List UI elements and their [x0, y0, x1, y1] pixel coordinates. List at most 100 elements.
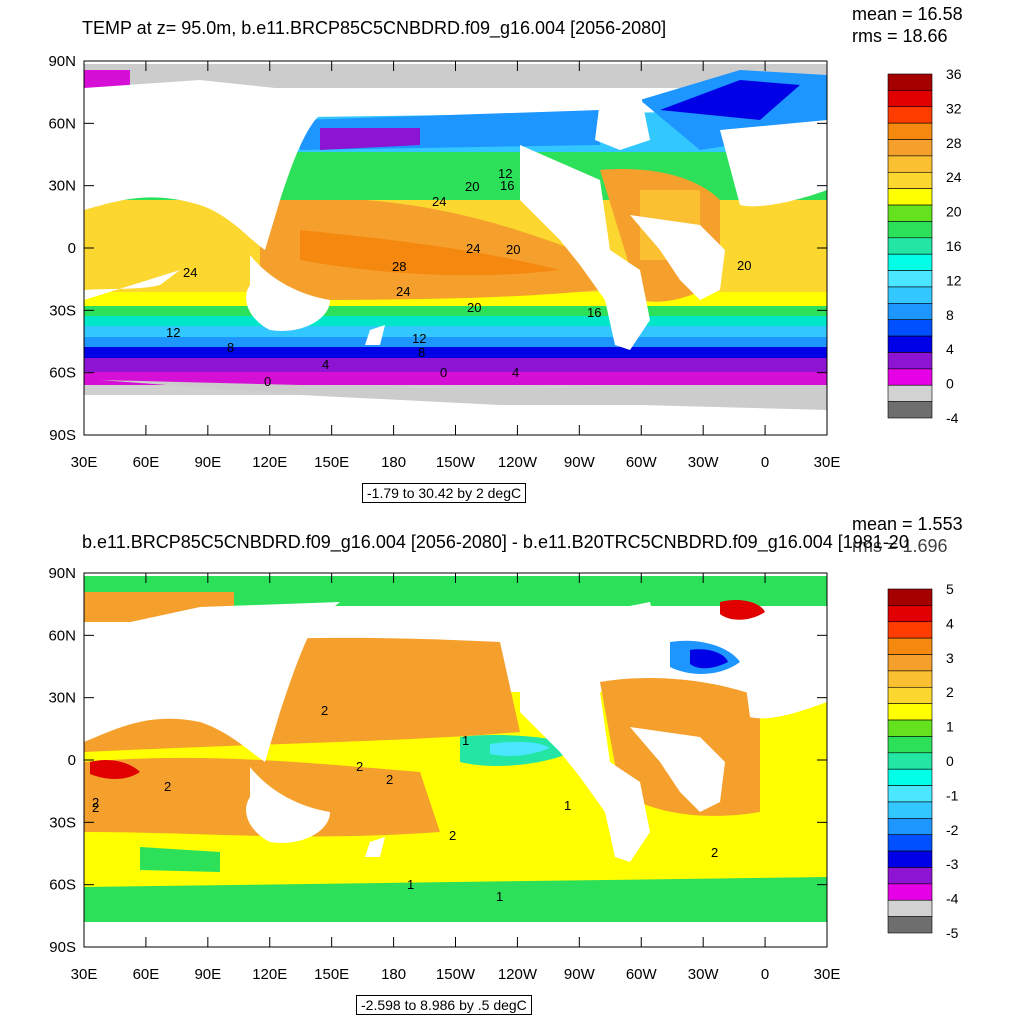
rms-stat: rms = 18.66: [852, 26, 948, 46]
lon-tick-label: 90E: [194, 966, 221, 983]
contour-label: 20: [465, 179, 479, 194]
contour-label: 2: [386, 772, 393, 787]
colorbar-swatch: [887, 883, 933, 901]
panel-temperature: TEMP at z= 95.0m, b.e11.BRCP85C5CNBDRD.f…: [48, 4, 963, 503]
contour-labels: 2 2 2 1 2 2 1 2 2 2 1 1: [92, 703, 718, 904]
colorbar-label: -2: [946, 822, 959, 838]
lon-tick-label: 120W: [498, 454, 538, 471]
lon-tick-label: 30E: [71, 454, 98, 471]
colorbar-swatch: [887, 90, 933, 108]
colorbar-swatch: [887, 352, 933, 370]
colorbar-swatch: [887, 188, 933, 206]
map-field: [84, 61, 827, 435]
lat-tick-label: 90N: [48, 565, 76, 582]
contour-label: 24: [432, 194, 446, 209]
lon-tick-label: 90E: [194, 454, 221, 471]
lon-tick-label: 60W: [626, 966, 658, 983]
lat-axis-labels: 90N 60N 30N 0 30S 60S 90S: [48, 565, 76, 956]
colorbar: 36 32 28 24 20 16 12 8 4 0 -4: [887, 66, 962, 426]
contour-label: 24: [396, 284, 410, 299]
colorbar-swatch: [887, 752, 933, 770]
colorbar-label: -1: [946, 787, 959, 803]
colorbar-label: 2: [946, 684, 954, 700]
colorbar-swatch: [887, 621, 933, 639]
contour-label: 2: [711, 845, 718, 860]
colorbar-swatch: [887, 801, 933, 819]
panel-title: TEMP at z= 95.0m, b.e11.BRCP85C5CNBDRD.f…: [82, 18, 667, 38]
contour-range-box: -2.598 to 8.986 by .5 degC: [356, 995, 532, 1015]
contour-label: 2: [92, 800, 99, 815]
lon-tick-label: 60E: [133, 966, 160, 983]
contour-label: 20: [467, 300, 481, 315]
colorbar-swatch: [887, 401, 933, 419]
colorbar-label: 28: [946, 135, 962, 151]
colorbar-swatch: [887, 818, 933, 836]
colorbar-label: 5: [946, 581, 954, 597]
lon-tick-label: 150W: [436, 454, 476, 471]
colorbar-swatch: [887, 916, 933, 934]
contour-label: 24: [183, 265, 197, 280]
lon-tick-label: 150E: [314, 966, 349, 983]
colorbar-swatch: [887, 204, 933, 222]
contour-label: 8: [418, 345, 425, 360]
colorbar-swatch: [887, 303, 933, 321]
lat-tick-label: 60S: [49, 877, 76, 894]
contour-label: 1: [496, 889, 503, 904]
contour-label: 16: [500, 178, 514, 193]
colorbar-swatch: [887, 785, 933, 803]
colorbar-label: 36: [946, 66, 962, 82]
colorbar-swatch: [887, 736, 933, 754]
lon-ticks: [83, 573, 828, 947]
contour-label: 28: [392, 259, 406, 274]
colorbar-swatch: [887, 319, 933, 337]
colorbar-swatch: [887, 368, 933, 386]
contour-label: 20: [737, 258, 751, 273]
panel-title: b.e11.BRCP85C5CNBDRD.f09_g16.004 [2056-2…: [82, 532, 909, 552]
colorbar-swatch: [887, 253, 933, 271]
colorbar-label: 32: [946, 100, 962, 116]
colorbar-swatch: [887, 834, 933, 852]
colorbar-label: 16: [946, 238, 962, 254]
contour-label: 2: [92, 795, 99, 810]
contour-label: 2: [321, 703, 328, 718]
colorbar-swatch: [887, 270, 933, 288]
colorbar-label: -4: [946, 891, 959, 907]
colorbar-swatch: [887, 686, 933, 704]
lon-tick-label: 120E: [252, 966, 287, 983]
lat-tick-label: 90S: [49, 939, 76, 956]
contour-label: 12: [412, 331, 426, 346]
contour-label: 8: [227, 340, 234, 355]
lon-tick-label: 0: [761, 966, 769, 983]
contour-label: 1: [462, 733, 469, 748]
lat-tick-label: 90S: [49, 427, 76, 444]
lon-ticks: [83, 61, 828, 435]
colorbar-swatch: [887, 719, 933, 737]
lat-ticks: [84, 60, 827, 436]
colorbar-swatch: [887, 221, 933, 239]
colorbar: 5 4 3 2 1 0 -1 -2 -3 -4 -5: [887, 581, 959, 941]
contour-label: 4: [322, 357, 329, 372]
colorbar-label: 20: [946, 204, 962, 220]
colorbar-swatch: [887, 670, 933, 688]
lon-tick-label: 30W: [688, 966, 720, 983]
mean-stat: mean = 16.58: [852, 4, 963, 24]
colorbar-swatch: [887, 605, 933, 623]
rms-stat: rms = 1.696: [852, 536, 948, 556]
colorbar-label: -4: [946, 410, 959, 426]
contour-labels: 12 16 20 24 24 24 20 20 28 24 20 16 12 8…: [166, 166, 751, 389]
colorbar-swatch: [887, 637, 933, 655]
map-figure: 12 16 20 24 24 24 20 20 28 24 20 16 12 8…: [48, 53, 962, 471]
lon-tick-label: 30W: [688, 454, 720, 471]
lon-tick-label: 60E: [133, 454, 160, 471]
colorbar-label: 24: [946, 169, 962, 185]
contour-label: 16: [587, 305, 601, 320]
map-figure: 2 2 2 1 2 2 1 2 2 2 1 1 90N 60N 30N 0 30S 60S…: [48, 565, 959, 983]
colorbar-swatch: [887, 171, 933, 189]
contour-label: 12: [166, 325, 180, 340]
lon-tick-label: 30E: [814, 966, 841, 983]
contour-label: 0: [440, 365, 447, 380]
lon-tick-label: 60W: [626, 454, 658, 471]
lon-tick-label: 180: [381, 966, 406, 983]
lon-tick-label: 150E: [314, 454, 349, 471]
panel-temperature-difference: b.e11.BRCP85C5CNBDRD.f09_g16.004 [2056-2…: [0, 512, 1024, 1024]
